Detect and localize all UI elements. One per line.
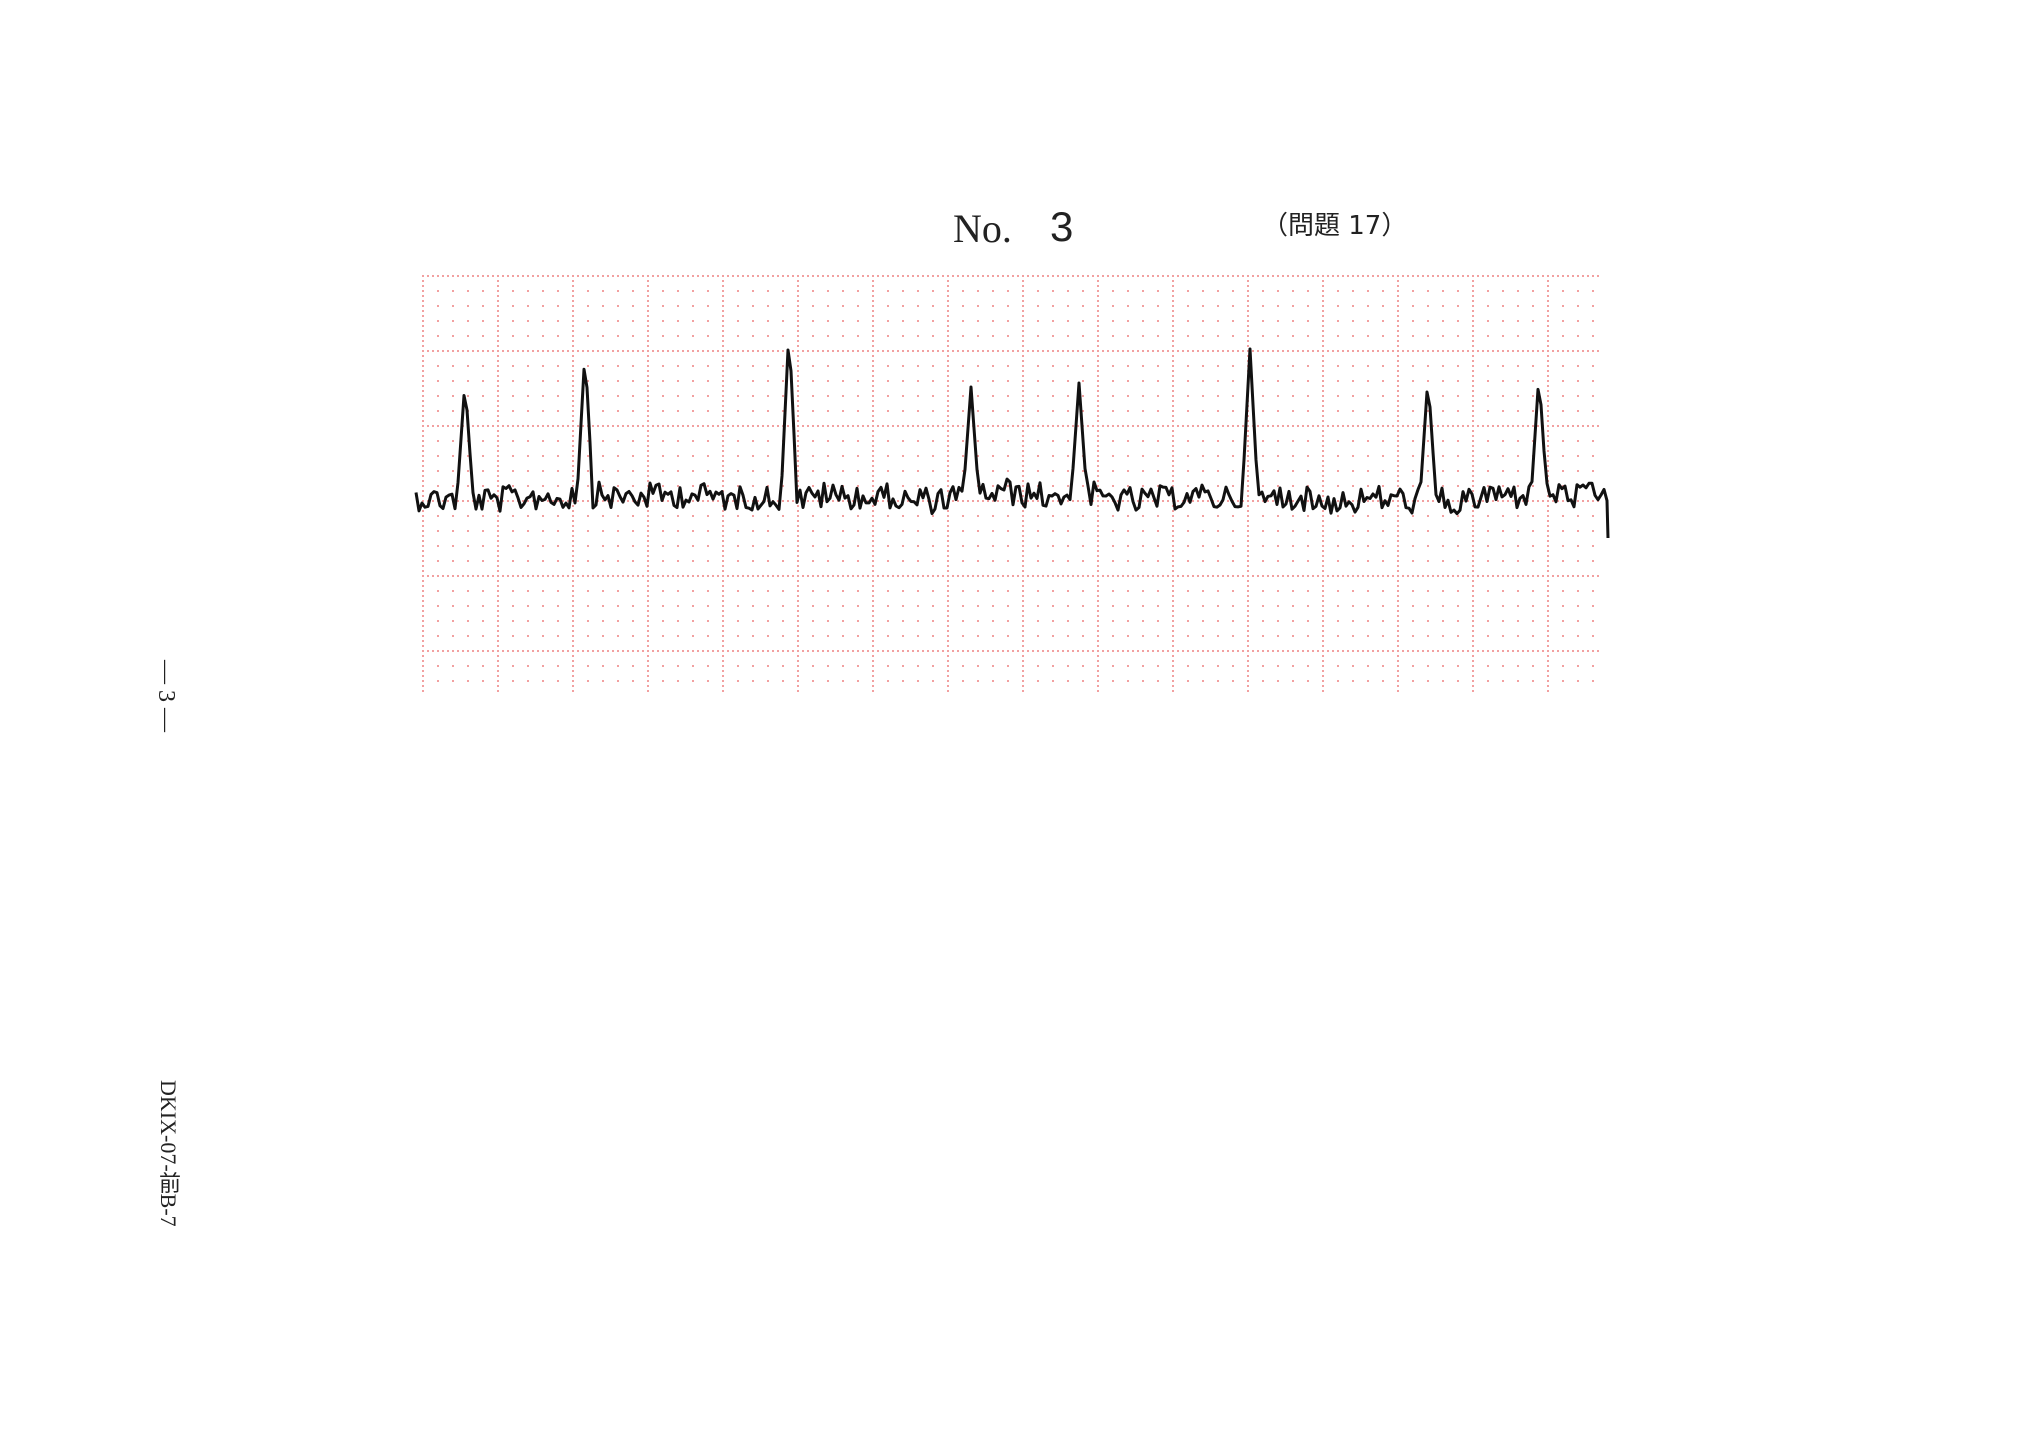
number: 3 [1050, 203, 1074, 250]
question-ref: （問題 17） [1262, 211, 1408, 241]
doc-code: DKIX-07-前B-7 [156, 1080, 181, 1227]
page-number: — 3 — [153, 660, 179, 732]
ecg-trace [414, 347, 1610, 539]
number-label: No. [953, 206, 1012, 251]
